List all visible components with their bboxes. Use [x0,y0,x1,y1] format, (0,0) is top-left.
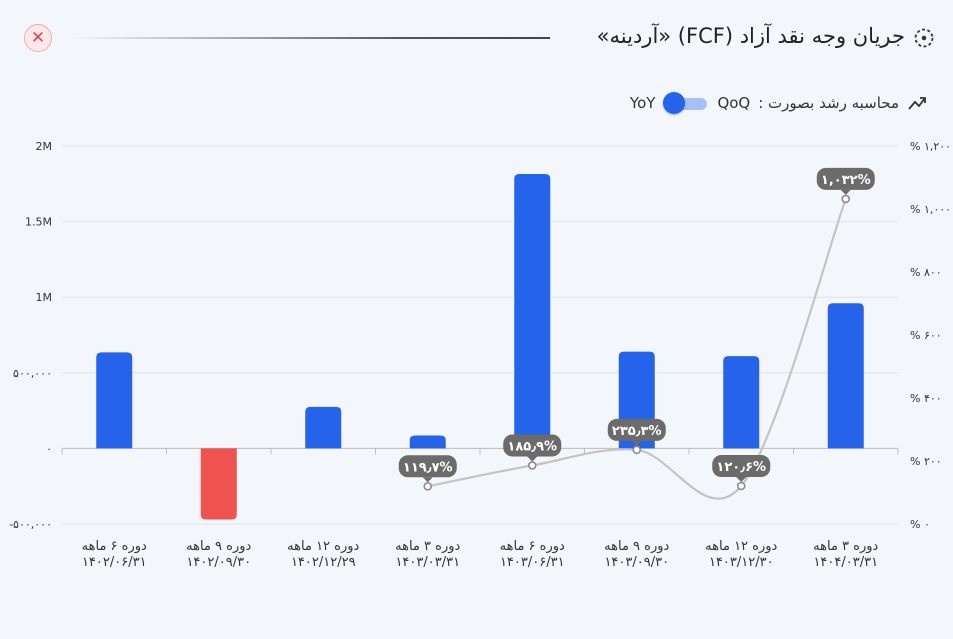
growth-point [632,445,642,455]
x-tick-date: ۱۴۰۳/۰۳/۳۱ [395,555,460,570]
growth-badge-pointer [527,456,538,462]
y-tick-label: 2M [36,140,53,153]
y2-tick-label: % ۴۰۰ [910,392,942,405]
bar [514,173,551,449]
x-tick-date: ۱۴۰۲/۰۶/۳۱ [82,555,147,570]
growth-point [736,481,746,491]
growth-label: ۲۳۵٫۳% [612,424,662,439]
growth-point [841,194,851,204]
growth-label: ۱۲۰٫۶% [716,460,766,475]
x-tick-date: ۱۴۰۳/۰۹/۳۰ [604,555,669,570]
bar [305,406,342,449]
growth-badge-pointer [840,189,851,195]
growth-badge-pointer [631,440,642,446]
growth-label: ۱,۰۳۲% [821,173,871,188]
x-tick-label: دوره ۱۲ ماهه [705,539,777,554]
y2-tick-label: % ۲۰۰ [910,455,942,468]
y-tick-label: -۵۰۰,۰۰۰ [9,518,52,531]
bar [827,303,864,449]
growth-badge [607,418,666,441]
growth-label: ۱۸۵٫۹% [507,439,557,454]
x-tick-label: دوره ۶ ماهه [82,539,147,554]
growth-badge-pointer [422,477,433,483]
y2-tick-label: % ۰ [910,518,930,531]
growth-mode-toggle[interactable] [663,92,709,114]
page-title: جریان وجه نقد آزاد (FCF) «آردینه» [596,24,905,48]
close-icon: ✕ [30,28,46,48]
y2-tick-label: % ۱,۲۰۰ [910,140,951,153]
spinner-icon [914,28,934,48]
y-tick-label: 1M [36,291,53,304]
trending-up-icon [908,97,926,110]
yoy-option[interactable]: YoY [629,94,656,112]
x-tick-label: دوره ۳ ماهه [395,539,460,554]
growth-mode-row: محاسبه رشد بصورت : QoQ YoY [630,92,927,114]
x-tick-date: ۱۴۰۳/۰۶/۳۱ [500,555,565,570]
close-button[interactable]: ✕ [24,24,52,52]
growth-line [427,198,847,500]
y-tick-label: ۵۰۰,۰۰۰ [13,367,52,380]
growth-badge-pointer [736,477,747,483]
y-tick-label: 1.5M [25,216,52,229]
growth-badge [816,167,875,190]
growth-point [423,481,433,491]
bar [200,448,237,520]
growth-badge [503,434,562,457]
growth-point [527,461,537,470]
qoq-option[interactable]: QoQ [717,94,751,112]
x-tick-date: ۱۴۰۴/۰۳/۳۱ [813,555,878,570]
growth-mode-label: محاسبه رشد بصورت : [758,94,899,112]
bar [723,356,760,449]
growth-badge [398,455,457,478]
x-tick-date: ۱۴۰۲/۰۹/۳۰ [186,555,251,570]
y2-tick-label: % ۸۰۰ [910,266,942,279]
growth-label: ۱۱۹٫۷% [403,460,453,475]
x-tick-label: دوره ۱۲ ماهه [287,539,359,554]
y-tick-label: ۰ [46,442,52,455]
x-tick-label: دوره ۹ ماهه [604,539,669,554]
x-tick-label: دوره ۳ ماهه [813,539,878,554]
y2-tick-label: % ۶۰۰ [910,329,942,342]
bar [96,352,133,449]
title-divider [72,37,550,39]
bar [409,435,446,449]
x-tick-label: دوره ۶ ماهه [500,539,565,554]
x-tick-date: ۱۴۰۳/۱۲/۳۰ [709,555,774,570]
x-tick-date: ۱۴۰۲/۱۲/۲۹ [291,555,356,570]
growth-badge [712,455,771,478]
y2-tick-label: % ۱,۰۰۰ [910,203,951,216]
x-tick-label: دوره ۹ ماهه [186,539,251,554]
toggle-knob[interactable] [663,92,686,114]
